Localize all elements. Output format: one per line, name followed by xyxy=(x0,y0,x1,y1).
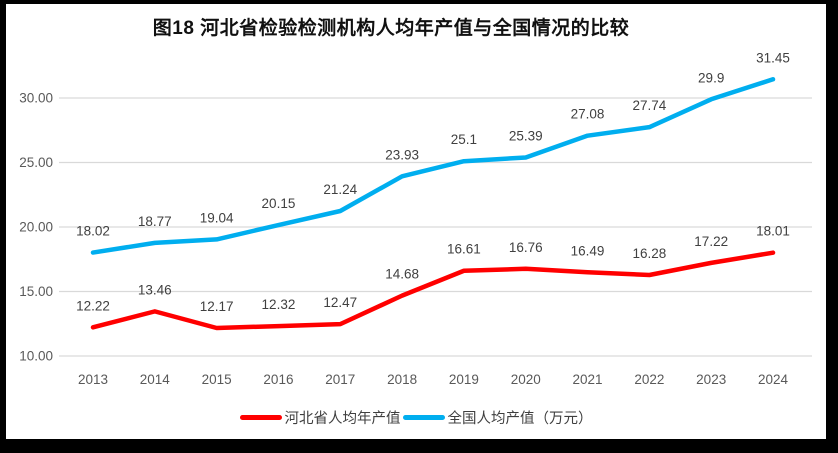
y-tick-label: 15.00 xyxy=(19,284,53,299)
data-label-hebei: 16.61 xyxy=(447,242,481,257)
legend-swatch-national-line-icon xyxy=(402,415,445,420)
x-axis-label: 2019 xyxy=(449,372,479,387)
x-axis-label: 2021 xyxy=(573,372,603,387)
data-label-national: 18.77 xyxy=(138,214,172,229)
x-axis-label: 2024 xyxy=(758,372,789,387)
data-label-national: 19.04 xyxy=(200,210,234,225)
x-axis-label: 2020 xyxy=(511,372,541,387)
data-label-hebei: 12.22 xyxy=(76,298,110,313)
data-label-national: 25.1 xyxy=(451,132,477,147)
data-label-hebei: 12.47 xyxy=(323,295,357,310)
y-tick-label: 20.00 xyxy=(19,220,53,235)
y-tick-label: 25.00 xyxy=(19,155,53,170)
data-label-national: 18.02 xyxy=(76,224,110,239)
data-label-hebei: 13.46 xyxy=(138,282,172,297)
x-axis-label: 2022 xyxy=(634,372,664,387)
data-label-hebei: 16.76 xyxy=(509,240,543,255)
x-axis-label: 2013 xyxy=(78,372,108,387)
data-label-hebei: 12.17 xyxy=(200,299,234,314)
data-label-national: 21.24 xyxy=(323,182,357,197)
data-label-national: 27.74 xyxy=(632,98,666,113)
data-label-hebei: 12.32 xyxy=(262,297,296,312)
data-label-hebei: 18.01 xyxy=(756,224,790,239)
x-axis-label: 2014 xyxy=(140,372,171,387)
data-label-hebei: 14.68 xyxy=(385,267,419,282)
y-tick-label: 10.00 xyxy=(19,349,53,364)
data-label-national: 31.45 xyxy=(756,50,790,65)
legend-label-national: 全国人均产值（万元） xyxy=(447,411,593,427)
x-axis-label: 2018 xyxy=(387,372,417,387)
legend-label-hebei: 河北省人均年产值 xyxy=(284,411,401,427)
data-label-national: 20.15 xyxy=(262,196,296,211)
series-line-hebei xyxy=(90,250,776,331)
chart-legend: 河北省人均年产值 全国人均产值（万元） xyxy=(6,407,826,428)
x-axis-label: 2017 xyxy=(325,372,355,387)
x-axis-label: 2023 xyxy=(696,372,726,387)
data-label-national: 29.9 xyxy=(698,70,724,85)
legend-item-national: 全国人均产值（万元） xyxy=(402,407,593,428)
legend-item-hebei: 河北省人均年产值 xyxy=(239,407,401,428)
chart-svg: 10.00 15.00 20.00 25.00 30.00 2013 2014 2015 201… xyxy=(19,50,812,387)
chart-title: 图18 河北省检验检测机构人均年产值与全国情况的比较 xyxy=(152,18,630,39)
y-tick-label: 30.00 xyxy=(19,91,53,106)
data-label-hebei: 16.49 xyxy=(571,243,605,258)
data-label-national: 23.93 xyxy=(385,147,419,162)
series-line-national xyxy=(90,77,776,255)
data-label-national: 25.39 xyxy=(509,128,543,143)
data-label-hebei: 16.28 xyxy=(632,246,666,261)
data-label-national: 27.08 xyxy=(571,107,605,122)
x-axis-label: 2016 xyxy=(263,372,293,387)
legend-swatch-hebei-line-icon xyxy=(239,415,282,420)
data-label-hebei: 17.22 xyxy=(694,234,728,249)
x-axis-label: 2015 xyxy=(202,372,232,387)
